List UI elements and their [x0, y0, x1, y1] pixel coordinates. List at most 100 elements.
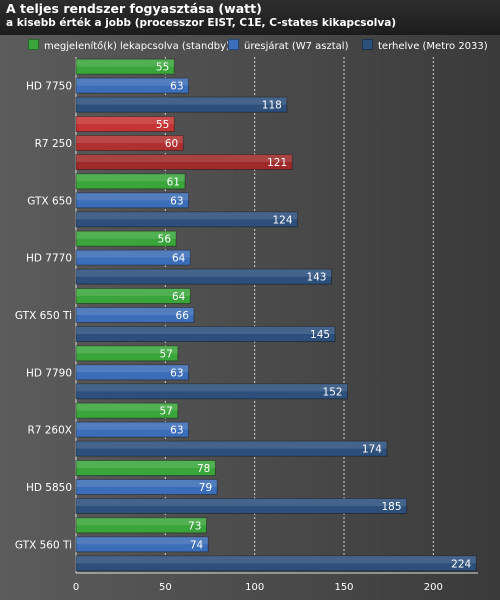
chart-header: A teljes rendszer fogyasztása (watt) a k…: [0, 0, 500, 35]
value-label-hd-5850-s1: 79: [199, 482, 212, 494]
category-label-hd-7790: HD 7790: [26, 367, 72, 379]
bar-gtx-650-s1: [75, 192, 190, 209]
legend-swatch-idle: [228, 39, 239, 50]
x-tick-label-200: 200: [424, 582, 443, 593]
bar-shine-hd-7790-s1: [76, 364, 189, 373]
bar-shine-r7-250-s1: [76, 135, 184, 143]
bar-gtx-650-ti-s0: [75, 288, 191, 304]
x-tick-label-150: 150: [334, 582, 353, 593]
bar-hd-7770-s1: [75, 249, 191, 266]
value-label-hd-7790-s0: 57: [159, 348, 172, 360]
category-label-gtx-560-ti: GTX 560 Ti: [15, 539, 72, 551]
x-tick-label-0: 0: [73, 582, 79, 593]
chart-legend: megjelenítő(k) lekapcsolva (standby) üre…: [0, 36, 500, 54]
legend-swatch-load: [362, 39, 373, 50]
bar-hd-7770-s0: [75, 230, 177, 247]
bar-shine-hd-7770-s2: [76, 269, 332, 277]
value-label-gtx-560-ti-s1: 74: [190, 539, 204, 551]
category-label-hd-7750: HD 7750: [26, 81, 72, 93]
bar-gtx-650-ti-s1: [75, 307, 195, 323]
legend-label-standby: megjelenítő(k) lekapcsolva (standby): [44, 41, 230, 52]
bar-shine-r7-250-s2: [76, 154, 293, 162]
x-tick-label-50: 50: [159, 582, 172, 593]
bar-shine-gtx-650-s0: [76, 173, 185, 182]
bar-shine-hd-5850-s2: [76, 498, 407, 506]
value-label-gtx-560-ti-s0: 73: [188, 520, 201, 532]
bar-shine-hd-7770-s0: [76, 231, 177, 239]
bar-shine-hd-7770-s1: [76, 250, 191, 258]
bar-shine-gtx-650-s1: [76, 192, 189, 201]
bar-shine-gtx-650-ti-s0: [76, 288, 191, 296]
value-label-gtx-650-s0: 61: [167, 176, 180, 188]
bar-shine-hd-7750-s1: [76, 78, 189, 86]
bar-shine-gtx-560-ti-s2: [76, 555, 477, 564]
bar-shine-hd-7750-s0: [76, 59, 175, 67]
bar-gtx-650-ti-s2: [75, 326, 336, 342]
value-label-r7-250-s2: 121: [267, 157, 287, 169]
bar-shine-hd-7790-s2: [76, 383, 348, 392]
value-label-gtx-650-s1: 63: [170, 195, 183, 207]
bar-r7-260x-s2: [75, 440, 388, 457]
legend-item-idle: üresjárat (W7 asztal): [228, 39, 348, 52]
legend-item-load: terhelve (Metro 2033): [362, 39, 488, 52]
bar-hd-7790-s0: [75, 345, 179, 362]
value-label-hd-7750-s0: 55: [156, 62, 169, 74]
bar-r7-250-s1: [75, 135, 184, 151]
legend-label-idle: üresjárat (W7 asztal): [244, 41, 349, 52]
bar-shine-r7-250-s0: [76, 116, 175, 124]
category-label-hd-7770: HD 7770: [26, 253, 72, 265]
bar-shine-hd-5850-s0: [76, 460, 216, 468]
value-label-gtx-650-ti-s1: 66: [176, 310, 190, 322]
bar-r7-260x-s1: [75, 421, 190, 438]
bar-hd-5850-s1: [75, 479, 218, 495]
value-label-gtx-650-ti-s2: 145: [310, 329, 330, 341]
x-tick-label-100: 100: [245, 582, 264, 593]
bar-shine-gtx-560-ti-s0: [76, 517, 207, 526]
value-label-hd-7770-s2: 143: [306, 272, 326, 284]
value-label-hd-7770-s1: 64: [172, 253, 186, 265]
bar-shine-gtx-650-ti-s1: [76, 307, 194, 315]
bar-gtx-560-ti-s2: [75, 555, 477, 572]
category-label-gtx-650: GTX 650: [27, 195, 72, 207]
value-label-hd-7770-s0: 56: [158, 234, 172, 246]
value-label-r7-250-s0: 55: [156, 119, 169, 131]
bar-hd-5850-s2: [75, 498, 408, 514]
bar-shine-r7-260x-s0: [76, 403, 178, 411]
bar-shine-r7-260x-s1: [76, 422, 189, 430]
bar-shine-gtx-650-s2: [76, 211, 298, 220]
bar-hd-7750-s1: [75, 77, 190, 94]
category-label-r7-260x: R7 260X: [27, 425, 72, 437]
value-label-gtx-560-ti-s2: 224: [451, 558, 471, 570]
bar-gtx-650-s2: [75, 211, 299, 228]
category-label-hd-5850: HD 5850: [26, 482, 72, 494]
bar-shine-r7-260x-s2: [76, 441, 387, 449]
bar-shine-hd-7790-s0: [76, 345, 178, 354]
bar-hd-7790-s1: [75, 364, 190, 381]
legend-item-standby: megjelenítő(k) lekapcsolva (standby): [28, 39, 230, 52]
value-label-hd-7790-s2: 152: [323, 386, 343, 398]
value-label-r7-260x-s0: 57: [159, 406, 172, 418]
bar-r7-250-s2: [75, 154, 293, 170]
bar-hd-7750-s2: [75, 96, 288, 113]
value-label-r7-260x-s2: 174: [362, 444, 382, 456]
bar-gtx-560-ti-s1: [75, 536, 209, 553]
chart-subtitle: a kisebb érték a jobb (processzor EIST, …: [6, 17, 397, 29]
category-label-gtx-650-ti: GTX 650 Ti: [15, 310, 72, 322]
value-label-r7-250-s1: 60: [165, 138, 178, 150]
value-label-hd-7750-s1: 63: [170, 81, 183, 93]
value-label-hd-5850-s2: 185: [381, 501, 401, 513]
bar-r7-260x-s0: [75, 402, 179, 419]
bar-gtx-650-s0: [75, 173, 186, 190]
value-label-r7-260x-s1: 63: [170, 425, 183, 437]
bar-r7-250-s0: [75, 116, 175, 132]
bar-hd-5850-s0: [75, 460, 216, 476]
bar-hd-7750-s0: [75, 58, 175, 75]
category-label-r7-250: R7 250: [35, 138, 72, 150]
value-label-gtx-650-s2: 124: [272, 214, 292, 226]
bar-gtx-560-ti-s0: [75, 517, 207, 534]
bar-shine-hd-5850-s1: [76, 479, 218, 487]
legend-label-load: terhelve (Metro 2033): [378, 41, 488, 52]
chart-title: A teljes rendszer fogyasztása (watt): [6, 1, 262, 16]
bar-shine-gtx-560-ti-s1: [76, 536, 209, 545]
